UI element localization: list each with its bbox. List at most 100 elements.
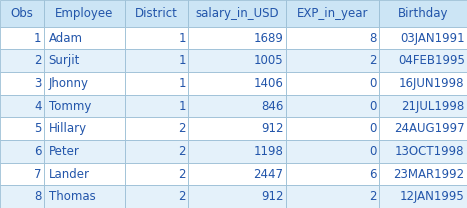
Text: 1406: 1406 xyxy=(254,77,283,90)
Bar xyxy=(286,163,379,185)
Text: 2: 2 xyxy=(178,145,186,158)
Text: 8: 8 xyxy=(369,32,377,45)
Text: 24AUG1997: 24AUG1997 xyxy=(394,122,465,135)
Text: 12JAN1995: 12JAN1995 xyxy=(400,190,465,203)
Bar xyxy=(44,50,125,72)
Bar xyxy=(286,50,379,72)
Text: 2: 2 xyxy=(178,122,186,135)
Bar xyxy=(125,50,188,72)
Text: EXP_in_year: EXP_in_year xyxy=(297,7,368,20)
Text: 1689: 1689 xyxy=(254,32,283,45)
Text: salary_in_USD: salary_in_USD xyxy=(195,7,279,20)
Text: Obs: Obs xyxy=(10,7,33,20)
Text: Adam: Adam xyxy=(49,32,83,45)
Bar xyxy=(379,185,467,208)
Text: Hillary: Hillary xyxy=(49,122,87,135)
Text: 1198: 1198 xyxy=(254,145,283,158)
Text: 03JAN1991: 03JAN1991 xyxy=(400,32,465,45)
Text: District: District xyxy=(135,7,178,20)
Text: 8: 8 xyxy=(34,190,42,203)
Bar xyxy=(44,117,125,140)
Text: 2: 2 xyxy=(369,190,377,203)
Bar xyxy=(188,140,286,163)
Bar xyxy=(286,95,379,117)
Bar xyxy=(125,185,188,208)
Text: 1: 1 xyxy=(178,54,186,67)
Text: 0: 0 xyxy=(369,145,377,158)
Bar xyxy=(44,140,125,163)
Text: 2: 2 xyxy=(178,167,186,181)
Bar xyxy=(44,0,125,27)
Bar xyxy=(188,0,286,27)
Bar xyxy=(379,0,467,27)
Text: 6: 6 xyxy=(369,167,377,181)
Bar xyxy=(188,163,286,185)
Text: 846: 846 xyxy=(261,100,283,113)
Bar xyxy=(125,117,188,140)
Text: 21JUL1998: 21JUL1998 xyxy=(402,100,465,113)
Text: 1: 1 xyxy=(178,100,186,113)
Bar xyxy=(0,50,44,72)
Text: 13OCT1998: 13OCT1998 xyxy=(395,145,465,158)
Text: 912: 912 xyxy=(261,122,283,135)
Bar xyxy=(188,27,286,50)
Bar xyxy=(286,140,379,163)
Text: 16JUN1998: 16JUN1998 xyxy=(399,77,465,90)
Bar xyxy=(0,72,44,95)
Text: 1005: 1005 xyxy=(254,54,283,67)
Text: 4: 4 xyxy=(34,100,42,113)
Text: Surjit: Surjit xyxy=(49,54,80,67)
Bar xyxy=(188,72,286,95)
Bar xyxy=(379,95,467,117)
Text: Peter: Peter xyxy=(49,145,79,158)
Bar xyxy=(44,72,125,95)
Bar xyxy=(44,185,125,208)
Text: 0: 0 xyxy=(369,122,377,135)
Text: 6: 6 xyxy=(34,145,42,158)
Bar xyxy=(286,0,379,27)
Text: 912: 912 xyxy=(261,190,283,203)
Text: Jhonny: Jhonny xyxy=(49,77,89,90)
Bar xyxy=(188,117,286,140)
Text: Employee: Employee xyxy=(55,7,113,20)
Bar xyxy=(379,72,467,95)
Text: Birthday: Birthday xyxy=(398,7,448,20)
Text: Thomas: Thomas xyxy=(49,190,95,203)
Bar xyxy=(379,27,467,50)
Text: 2447: 2447 xyxy=(253,167,283,181)
Bar xyxy=(188,50,286,72)
Text: 3: 3 xyxy=(34,77,42,90)
Text: 1: 1 xyxy=(34,32,42,45)
Bar xyxy=(44,163,125,185)
Text: Tommy: Tommy xyxy=(49,100,91,113)
Bar xyxy=(379,163,467,185)
Text: 0: 0 xyxy=(369,77,377,90)
Text: 1: 1 xyxy=(178,32,186,45)
Bar xyxy=(0,140,44,163)
Bar xyxy=(379,50,467,72)
Text: 23MAR1992: 23MAR1992 xyxy=(394,167,465,181)
Bar xyxy=(286,117,379,140)
Text: 2: 2 xyxy=(34,54,42,67)
Bar xyxy=(188,95,286,117)
Bar xyxy=(0,185,44,208)
Bar xyxy=(0,0,44,27)
Bar xyxy=(286,185,379,208)
Bar xyxy=(0,117,44,140)
Bar xyxy=(188,185,286,208)
Text: Lander: Lander xyxy=(49,167,90,181)
Text: 5: 5 xyxy=(34,122,42,135)
Text: 2: 2 xyxy=(369,54,377,67)
Bar xyxy=(379,140,467,163)
Text: 1: 1 xyxy=(178,77,186,90)
Bar xyxy=(0,163,44,185)
Bar xyxy=(125,163,188,185)
Bar xyxy=(44,95,125,117)
Text: 7: 7 xyxy=(34,167,42,181)
Bar xyxy=(0,27,44,50)
Text: 0: 0 xyxy=(369,100,377,113)
Bar xyxy=(0,95,44,117)
Bar xyxy=(286,72,379,95)
Bar xyxy=(125,72,188,95)
Bar xyxy=(379,117,467,140)
